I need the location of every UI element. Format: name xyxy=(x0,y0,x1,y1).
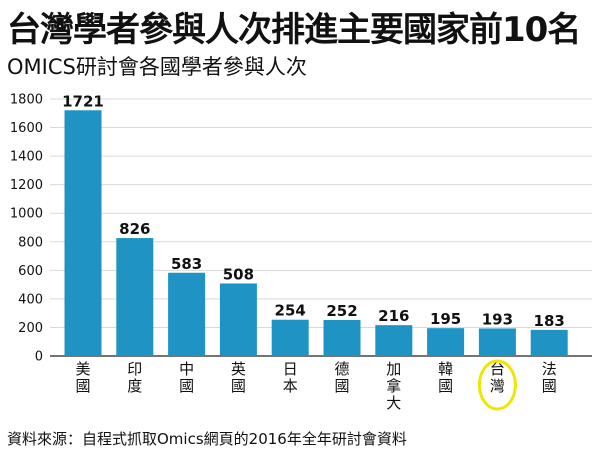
x-category-char: 法 xyxy=(542,360,557,378)
bar xyxy=(64,110,102,356)
x-category-char: 台 xyxy=(490,360,505,378)
x-category-label: 中國 xyxy=(179,360,194,395)
data-label: 508 xyxy=(223,265,254,283)
highlight-circle xyxy=(477,359,517,411)
data-label: 254 xyxy=(275,302,306,320)
x-category-label: 日本 xyxy=(283,360,298,395)
x-category-char: 本 xyxy=(283,377,298,395)
x-category-label: 德國 xyxy=(334,360,349,395)
y-tick-label: 1600 xyxy=(10,121,43,136)
data-label: 216 xyxy=(378,307,409,325)
source-note: 資料來源：自程式抓取Omics網頁的2016年全年研討會資料 xyxy=(7,430,407,448)
bar xyxy=(219,283,257,356)
chart-title: 台灣學者參與人次排進主要國家前10名 xyxy=(7,10,581,50)
chart-subtitle: OMICS研討會各國學者參與人次 xyxy=(7,55,307,79)
x-category-char: 中 xyxy=(179,360,194,378)
x-category-char: 國 xyxy=(179,377,194,395)
x-category-label: 英國 xyxy=(231,360,246,395)
bar xyxy=(323,320,361,356)
bar xyxy=(116,238,154,356)
data-label: 195 xyxy=(430,310,461,328)
data-label: 583 xyxy=(171,255,202,273)
bar xyxy=(168,272,206,356)
bar xyxy=(427,328,465,356)
bar xyxy=(530,329,568,356)
y-tick-label: 1000 xyxy=(10,207,43,222)
y-tick-label: 600 xyxy=(18,264,43,279)
x-category-char: 美 xyxy=(75,360,90,378)
x-category-char: 德 xyxy=(334,360,349,378)
y-tick-label: 1200 xyxy=(10,178,43,193)
y-tick-label: 200 xyxy=(18,321,43,336)
x-category-char: 日 xyxy=(283,360,298,378)
x-category-label: 韓國 xyxy=(438,360,453,395)
data-label: 252 xyxy=(326,302,357,320)
x-category-char: 大 xyxy=(386,394,401,412)
x-category-char: 灣 xyxy=(490,377,505,395)
y-tick-label: 800 xyxy=(18,235,43,250)
x-category-char: 韓 xyxy=(438,360,453,378)
y-tick-label: 0 xyxy=(35,350,43,365)
x-category-char: 度 xyxy=(127,377,142,395)
x-category-char: 國 xyxy=(75,377,90,395)
x-category-char: 英 xyxy=(231,360,246,378)
x-category-char: 國 xyxy=(231,377,246,395)
data-label: 1721 xyxy=(62,92,104,110)
x-category-char: 國 xyxy=(334,377,349,395)
bar xyxy=(375,325,413,356)
x-category-label: 法國 xyxy=(542,360,557,395)
x-category-char: 拿 xyxy=(386,377,401,395)
x-category-label: 台灣 xyxy=(490,360,505,395)
x-category-label: 加拿大 xyxy=(386,360,401,412)
x-category-label: 印度 xyxy=(127,360,142,395)
y-tick-label: 1800 xyxy=(10,93,43,108)
data-label: 183 xyxy=(534,312,565,330)
x-category-char: 加 xyxy=(386,360,401,378)
x-category-char: 印 xyxy=(127,360,142,378)
bar xyxy=(271,319,309,356)
x-category-label: 美國 xyxy=(75,360,90,395)
x-category-char: 國 xyxy=(542,377,557,395)
y-tick-label: 400 xyxy=(18,292,43,307)
x-category-char: 國 xyxy=(438,377,453,395)
data-label: 826 xyxy=(119,220,150,238)
bar xyxy=(478,328,516,356)
data-label: 193 xyxy=(482,310,513,328)
y-tick-label: 1400 xyxy=(10,150,43,165)
